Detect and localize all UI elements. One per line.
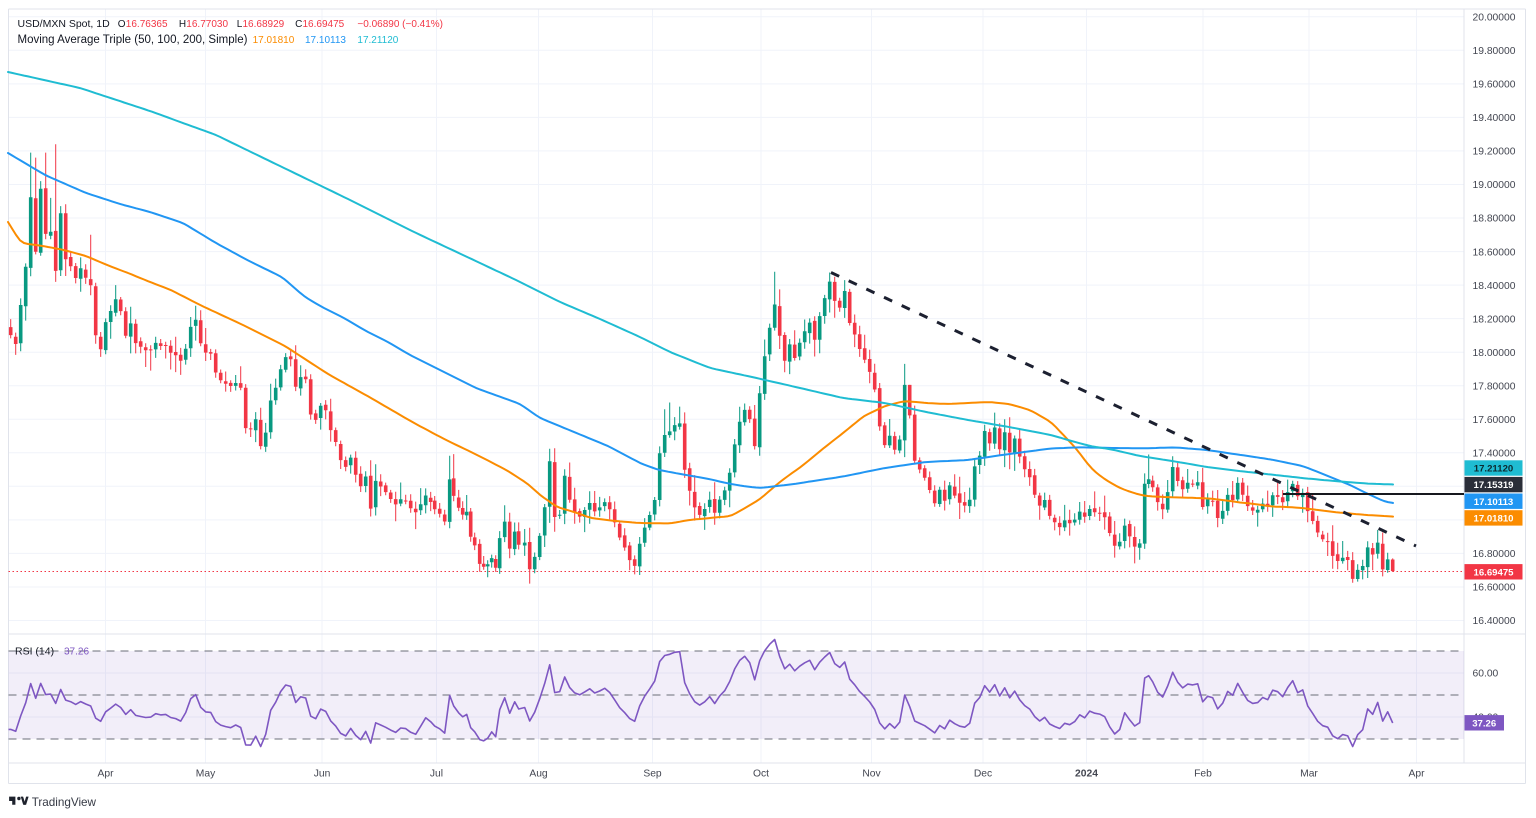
svg-text:17.15319: 17.15319	[1473, 480, 1513, 491]
svg-text:Mar: Mar	[1300, 768, 1318, 779]
svg-text:Moving Average Triple (50, 100: Moving Average Triple (50, 100, 200, Sim…	[18, 34, 248, 46]
svg-text:16.80000: 16.80000	[1473, 549, 1516, 560]
svg-text:19.60000: 19.60000	[1473, 80, 1516, 91]
svg-text:17.21120: 17.21120	[357, 35, 398, 46]
svg-text:19.00000: 19.00000	[1473, 180, 1516, 191]
svg-text:−0.06890 (−0.41%): −0.06890 (−0.41%)	[357, 19, 443, 30]
svg-text:18.40000: 18.40000	[1473, 281, 1516, 292]
svg-text:Apr: Apr	[1408, 768, 1425, 779]
svg-text:16.40000: 16.40000	[1473, 616, 1516, 627]
svg-text:18.00000: 18.00000	[1473, 348, 1516, 359]
svg-text:Sep: Sep	[643, 768, 662, 779]
svg-text:Jul: Jul	[430, 768, 443, 779]
svg-text:17.80000: 17.80000	[1473, 381, 1516, 392]
svg-text:TradingView: TradingView	[32, 796, 97, 809]
svg-text:19.20000: 19.20000	[1473, 147, 1516, 158]
svg-text:37.26: 37.26	[1472, 718, 1496, 729]
svg-text:17.10113: 17.10113	[305, 35, 346, 46]
svg-text:2024: 2024	[1075, 768, 1098, 779]
svg-text:L: L	[237, 19, 243, 30]
svg-text:17.01810: 17.01810	[1473, 514, 1513, 525]
svg-text:18.60000: 18.60000	[1473, 247, 1516, 258]
svg-text:USD/MXN Spot, 1D: USD/MXN Spot, 1D	[18, 18, 111, 30]
svg-text:17.01810: 17.01810	[253, 35, 295, 46]
svg-text:17.40000: 17.40000	[1473, 449, 1516, 460]
svg-text:18.20000: 18.20000	[1473, 314, 1516, 325]
svg-text:May: May	[196, 768, 216, 779]
svg-text:RSI (14): RSI (14)	[15, 646, 54, 658]
svg-text:Apr: Apr	[97, 768, 114, 779]
svg-text:16.60000: 16.60000	[1473, 583, 1516, 594]
svg-text:20.00000: 20.00000	[1473, 13, 1516, 24]
svg-text:18.80000: 18.80000	[1473, 214, 1516, 225]
svg-text:Nov: Nov	[862, 768, 881, 779]
svg-text:16.68929: 16.68929	[243, 19, 285, 30]
svg-text:17.60000: 17.60000	[1473, 415, 1516, 426]
svg-text:16.69475: 16.69475	[303, 19, 345, 30]
svg-text:16.77030: 16.77030	[186, 19, 228, 30]
svg-text:Feb: Feb	[1194, 768, 1212, 779]
svg-text:Jun: Jun	[314, 768, 331, 779]
svg-text:17.21120: 17.21120	[1474, 464, 1514, 475]
svg-text:C: C	[295, 19, 302, 30]
svg-text:60.00: 60.00	[1473, 669, 1499, 680]
svg-text:H: H	[179, 19, 186, 30]
svg-text:Dec: Dec	[974, 768, 992, 779]
svg-text:19.40000: 19.40000	[1473, 113, 1516, 124]
svg-text:17.10113: 17.10113	[1474, 497, 1514, 508]
svg-text:Oct: Oct	[753, 768, 769, 779]
svg-text:37.26: 37.26	[64, 647, 89, 658]
svg-text:16.69475: 16.69475	[1473, 567, 1514, 578]
svg-text:16.76365: 16.76365	[126, 19, 168, 30]
svg-text:19.80000: 19.80000	[1473, 46, 1516, 57]
svg-text:Aug: Aug	[529, 768, 548, 779]
svg-text:O: O	[118, 19, 126, 30]
